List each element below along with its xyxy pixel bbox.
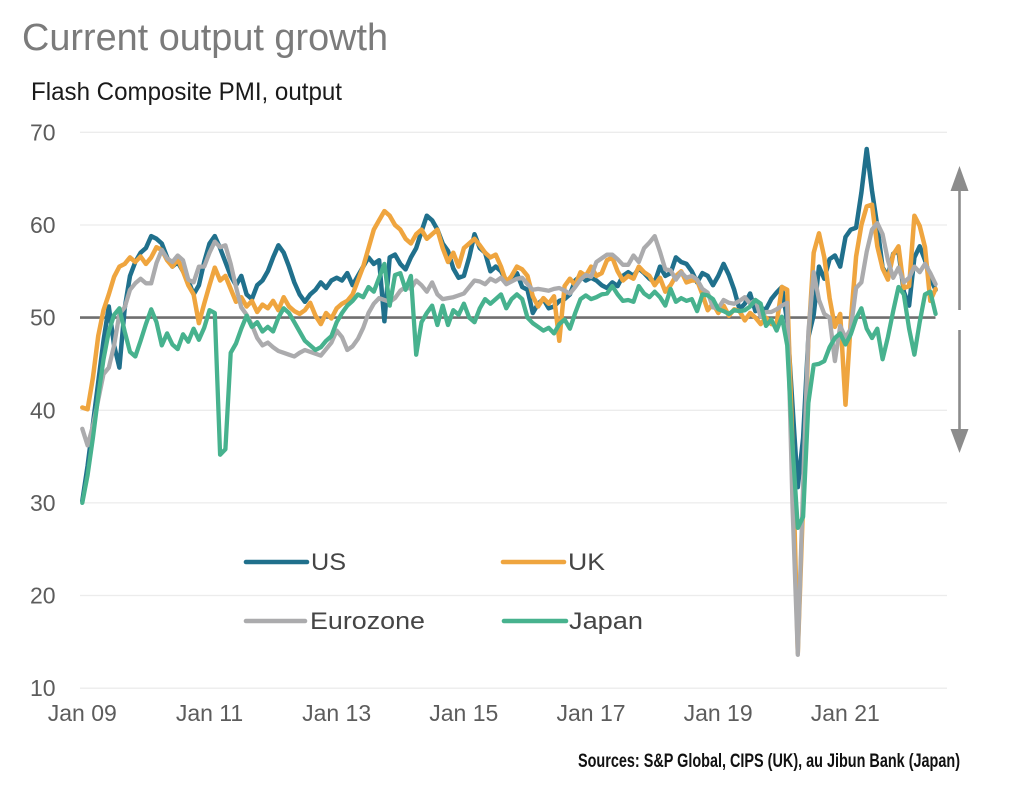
svg-text:Current output growth: Current output growth	[22, 17, 388, 59]
svg-text:20: 20	[30, 583, 56, 609]
svg-text:UK: UK	[568, 549, 605, 576]
svg-text:Jan 09: Jan 09	[48, 700, 117, 726]
svg-text:Sources: S&P Global, CIPS (UK): Sources: S&P Global, CIPS (UK), au Jibun…	[578, 750, 960, 772]
svg-text:US: US	[311, 549, 346, 576]
svg-text:Jan 13: Jan 13	[302, 700, 371, 726]
svg-text:Jan 17: Jan 17	[556, 700, 625, 726]
svg-text:Japan: Japan	[569, 608, 643, 635]
svg-text:Jan 11: Jan 11	[176, 700, 243, 726]
svg-text:Jan 21: Jan 21	[811, 700, 880, 726]
svg-text:Jan 15: Jan 15	[429, 700, 498, 726]
svg-text:Flash Composite PMI, output: Flash Composite PMI, output	[31, 78, 342, 106]
svg-text:30: 30	[30, 490, 56, 516]
svg-text:10: 10	[30, 675, 56, 701]
svg-text:Eurozone: Eurozone	[310, 608, 425, 635]
svg-text:40: 40	[30, 397, 56, 423]
svg-text:70: 70	[30, 119, 56, 145]
svg-text:60: 60	[30, 212, 56, 238]
svg-text:50: 50	[30, 305, 56, 331]
svg-text:Jan 19: Jan 19	[684, 700, 753, 726]
